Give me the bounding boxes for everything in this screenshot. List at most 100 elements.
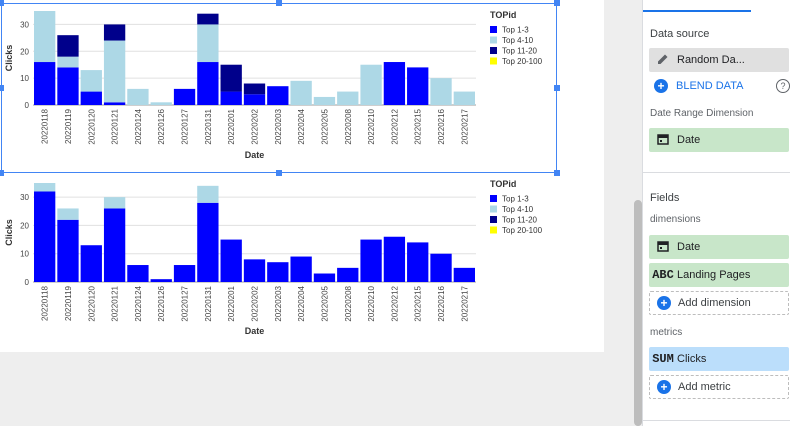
x-axis-label: Date [245,326,265,336]
bar-segment[interactable] [173,88,196,105]
bar-segment[interactable] [57,35,79,57]
bar-segment[interactable] [197,13,219,25]
bar-segment[interactable] [80,245,102,282]
y-tick-label: 0 [25,101,30,110]
metric-chip-clicks[interactable]: SUM Clicks [649,347,789,371]
resize-handle-bottom-center[interactable] [276,170,282,176]
resize-handle-top-center[interactable] [276,0,282,6]
bar-segment[interactable] [243,94,266,105]
bar-segment[interactable] [103,40,126,103]
dimension-label: Landing Pages [677,269,751,281]
resize-handle-top-left[interactable] [0,0,4,6]
legend-swatch [490,47,497,54]
x-axis-label: Date [245,150,265,160]
bar-segment[interactable] [267,86,289,105]
bar-segment[interactable] [103,102,126,105]
bar-segment[interactable] [103,197,126,209]
bar-segment[interactable] [430,253,452,282]
aggregation-badge: SUM [652,352,674,366]
bar-segment[interactable] [197,202,219,282]
legend-swatch [490,216,497,223]
y-tick-label: 10 [20,250,29,259]
add-metric-button[interactable]: + Add metric [649,375,789,399]
resize-handle-middle-left[interactable] [0,85,4,91]
legend-item[interactable]: Top 20-100 [502,226,543,235]
bar-segment[interactable] [383,236,406,282]
bar-segment[interactable] [430,78,452,105]
bar-segment[interactable] [407,242,429,282]
legend-item[interactable]: Top 11-20 [502,47,538,56]
bar-segment[interactable] [313,96,336,105]
legend-item[interactable]: Top 1-3 [502,195,529,204]
bar-segment[interactable] [290,256,312,282]
bar-segment[interactable] [57,208,79,220]
bar-segment[interactable] [220,239,242,282]
bar-segment[interactable] [197,62,219,105]
bar-segment[interactable] [127,88,149,105]
dimension-chip-date[interactable]: Date [649,235,789,259]
bar-segment[interactable] [57,219,79,282]
x-tick-label: 20220121 [111,108,120,144]
blend-data-button[interactable]: BLEND DATA [676,80,744,92]
bar-segment[interactable] [103,24,126,41]
bar-segment[interactable] [57,56,79,68]
help-icon[interactable]: ? [776,79,790,93]
bar-segment[interactable] [150,102,172,105]
bar-segment[interactable] [313,273,336,282]
resize-handle-bottom-left[interactable] [0,170,4,176]
bar-segment[interactable] [453,91,475,105]
dimension-chip-landing-pages[interactable]: ABC Landing Pages [649,263,789,287]
add-dimension-button[interactable]: + Add dimension [649,291,789,315]
bar-segment[interactable] [360,239,382,282]
bar-segment[interactable] [197,185,219,203]
bar-segment[interactable] [197,24,219,63]
resize-handle-bottom-right[interactable] [554,170,560,176]
legend-item[interactable]: Top 4-10 [502,205,534,214]
resize-handle-top-right[interactable] [554,0,560,6]
bar-segment[interactable] [103,208,126,282]
bar-segment[interactable] [290,80,312,105]
bar-segment[interactable] [34,183,56,192]
legend-item[interactable]: Top 1-3 [502,26,529,35]
resize-handle-middle-right[interactable] [554,85,560,91]
legend-item[interactable]: Top 11-20 [502,216,538,225]
date-range-field[interactable]: Date [649,128,789,152]
x-tick-label: 20220205 [320,285,329,321]
bar-segment[interactable] [173,265,196,282]
bar-segment[interactable] [127,265,149,282]
bar-segment[interactable] [407,67,429,105]
bar-segment[interactable] [34,191,56,282]
x-tick-label: 20220216 [437,285,446,321]
bar-segment[interactable] [80,91,102,105]
y-axis-label: Clicks [4,45,14,72]
bar-segment[interactable] [337,267,359,282]
bar-segment[interactable] [34,11,56,63]
legend-item[interactable]: Top 4-10 [502,36,534,45]
bar-segment[interactable] [243,83,266,95]
metrics-title: metrics [650,327,683,338]
panel-scrollbar[interactable] [634,200,642,426]
bar-segment[interactable] [360,64,382,105]
bar-segment[interactable] [243,259,266,282]
legend-item[interactable]: Top 20-100 [502,57,543,66]
bar-chart-1[interactable]: 0 10 20 30 Clicks 20220118 20220119 20220120 202… [0,0,604,176]
calendar-icon [649,133,677,148]
bar-segment[interactable] [220,91,242,105]
bar-segment[interactable] [57,67,79,105]
bar-segment[interactable] [383,62,406,105]
date-range-field-label: Date [677,134,701,146]
x-tick-label: 20220201 [227,285,236,321]
bar-segment[interactable] [34,62,56,105]
data-source-chip[interactable]: Random Da... [649,48,789,72]
calendar-icon [649,240,677,255]
x-tick-label: 20220208 [344,108,353,144]
bar-segment[interactable] [267,262,289,282]
bar-chart-2[interactable]: 0 10 20 30 Clicks 20220118 20220119 20220120 202… [0,176,604,342]
bar-segment[interactable] [80,70,102,92]
bar-segment[interactable] [453,267,475,282]
bar-segment[interactable] [220,64,242,92]
pencil-icon[interactable] [649,52,677,69]
bar-segment[interactable] [337,91,359,105]
blend-data-row[interactable]: + BLEND DATA ? [654,79,790,93]
bar-segment[interactable] [150,279,172,282]
